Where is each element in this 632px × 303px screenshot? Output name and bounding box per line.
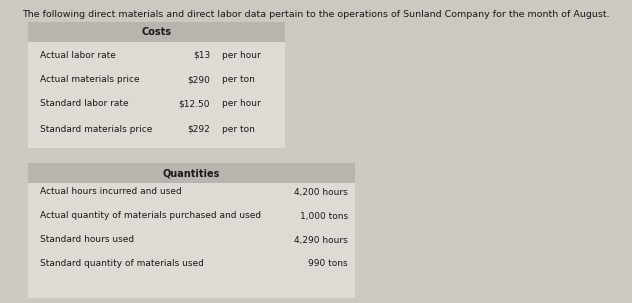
Text: Actual labor rate: Actual labor rate — [40, 51, 116, 59]
Text: Actual hours incurred and used: Actual hours incurred and used — [40, 188, 182, 197]
Text: per ton: per ton — [222, 75, 255, 85]
Text: per ton: per ton — [222, 125, 255, 134]
Bar — [28, 22, 285, 42]
Bar — [28, 163, 355, 298]
Text: per hour: per hour — [222, 51, 261, 59]
Text: Actual materials price: Actual materials price — [40, 75, 140, 85]
Text: $292: $292 — [187, 125, 210, 134]
Bar — [28, 22, 285, 148]
Text: Costs: Costs — [142, 27, 171, 37]
Text: 4,290 hours: 4,290 hours — [295, 235, 348, 245]
Text: Standard hours used: Standard hours used — [40, 235, 134, 245]
Text: Standard materials price: Standard materials price — [40, 125, 152, 134]
Text: per hour: per hour — [222, 99, 261, 108]
Text: 1,000 tons: 1,000 tons — [300, 211, 348, 221]
Text: 4,200 hours: 4,200 hours — [295, 188, 348, 197]
Text: The following direct materials and direct labor data pertain to the operations o: The following direct materials and direc… — [22, 10, 610, 19]
Text: $290: $290 — [187, 75, 210, 85]
Text: Quantities: Quantities — [163, 168, 220, 178]
Bar — [28, 163, 355, 183]
Text: $12.50: $12.50 — [178, 99, 210, 108]
Text: Standard quantity of materials used: Standard quantity of materials used — [40, 259, 204, 268]
Text: $13: $13 — [193, 51, 210, 59]
Text: Standard labor rate: Standard labor rate — [40, 99, 129, 108]
Text: Actual quantity of materials purchased and used: Actual quantity of materials purchased a… — [40, 211, 261, 221]
Text: 990 tons: 990 tons — [308, 259, 348, 268]
